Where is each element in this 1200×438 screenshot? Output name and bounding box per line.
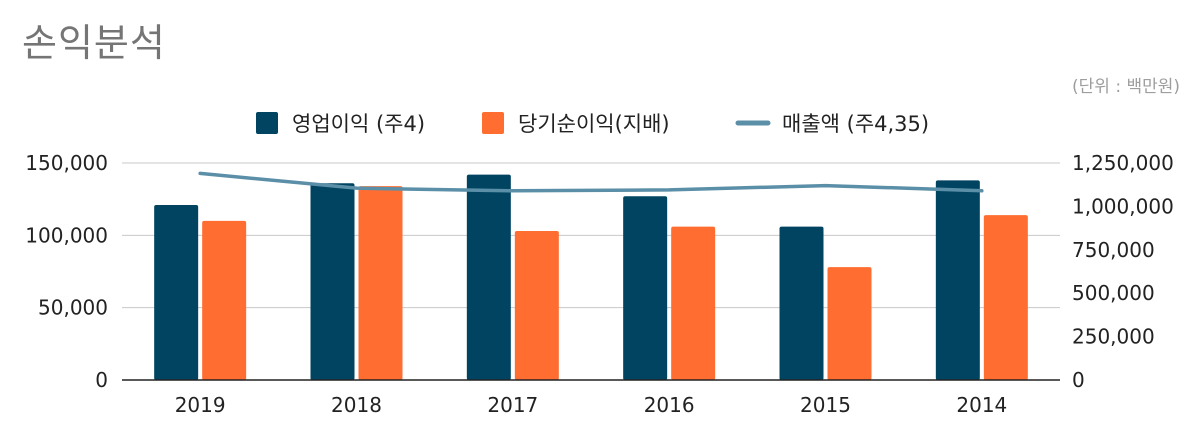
left-tick-label: 150,000 — [25, 151, 108, 175]
bar-operating-profit — [154, 204, 199, 380]
unit-note: (단위 : 백만원) — [1072, 77, 1180, 97]
bar-operating-profit — [779, 226, 824, 380]
legend-swatch — [256, 112, 278, 134]
legend-label: 당기순이익(지배) — [518, 112, 670, 136]
right-tick-label: 1,000,000 — [1072, 194, 1174, 218]
bar-net-income — [358, 186, 403, 380]
bar-net-income — [202, 220, 247, 380]
bar-operating-profit — [623, 196, 668, 380]
bar-net-income — [983, 215, 1028, 380]
right-tick-label: 0 — [1072, 368, 1085, 392]
legend-label: 영업이익 (주4) — [292, 112, 425, 136]
left-tick-label: 0 — [95, 368, 108, 392]
grid — [122, 162, 1060, 309]
x-tick-label: 2018 — [331, 393, 382, 417]
page-title: 손익분석 — [22, 21, 166, 65]
revenue-line-group — [198, 171, 984, 193]
bar-net-income — [514, 230, 559, 380]
x-tick-label: 2015 — [800, 393, 851, 417]
bar-net-income — [671, 226, 716, 380]
left-tick-label: 100,000 — [25, 223, 108, 247]
right-tick-label: 1,250,000 — [1072, 151, 1174, 175]
legend-label: 매출액 (주4,35) — [782, 112, 929, 136]
bars — [154, 174, 1028, 380]
right-tick-label: 250,000 — [1072, 325, 1155, 349]
x-tick-label: 2014 — [956, 393, 1007, 417]
x-tick-label: 2016 — [644, 393, 695, 417]
revenue-line — [198, 171, 984, 193]
bar-operating-profit — [310, 183, 355, 380]
right-tick-label: 750,000 — [1072, 238, 1155, 262]
left-tick-label: 50,000 — [38, 296, 108, 320]
axes: 0 50,000 100,000 150,000 0 250,000 500,000 750,… — [25, 151, 1174, 417]
legend-swatch — [482, 112, 504, 134]
x-tick-label: 2019 — [175, 393, 226, 417]
legend: 영업이익 (주4) 당기순이익(지배) 매출액 (주4,35) — [256, 112, 929, 136]
bar-net-income — [827, 267, 872, 380]
right-tick-label: 500,000 — [1072, 281, 1155, 305]
bar-operating-profit — [935, 180, 980, 380]
x-tick-label: 2017 — [487, 393, 538, 417]
bar-operating-profit — [466, 174, 511, 380]
